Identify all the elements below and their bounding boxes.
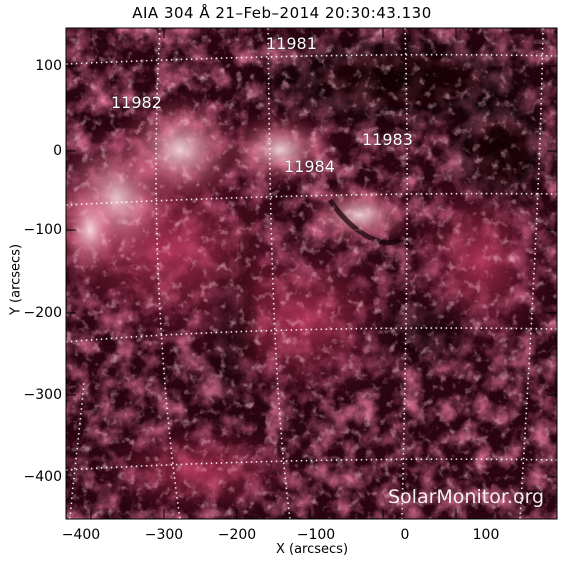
x-tick-label: −400	[61, 527, 101, 543]
x-tick-label: 100	[472, 527, 500, 543]
x-tick-label: 0	[400, 527, 410, 543]
tick-marks	[66, 28, 557, 519]
active-region-label: 11983	[362, 130, 413, 149]
active-region-label: 11981	[266, 34, 317, 53]
active-region-label: 11982	[111, 93, 162, 112]
y-tick-label: 100	[35, 58, 62, 74]
x-tick-label: −300	[144, 527, 184, 543]
heliographic-grid	[66, 28, 557, 519]
active-region-label: 11984	[284, 157, 335, 176]
x-tick-label: −200	[217, 527, 257, 543]
solar-image	[66, 28, 557, 519]
credit-watermark: SolarMonitor.org	[388, 486, 545, 508]
y-tick-label: −400	[23, 469, 62, 485]
x-tick-label: −100	[296, 527, 336, 543]
plot-title: AIA 304 Å 21–Feb–2014 20:30:43.130	[132, 4, 432, 22]
plot-frame	[65, 27, 558, 520]
x-axis-label: X (arcsecs)	[275, 542, 349, 557]
y-tick-label: −200	[23, 305, 62, 321]
y-tick-label: −100	[23, 222, 62, 238]
y-tick-label: 0	[53, 143, 62, 159]
y-tick-label: −300	[23, 387, 62, 403]
y-axis-label: Y (arcsecs)	[8, 243, 24, 316]
